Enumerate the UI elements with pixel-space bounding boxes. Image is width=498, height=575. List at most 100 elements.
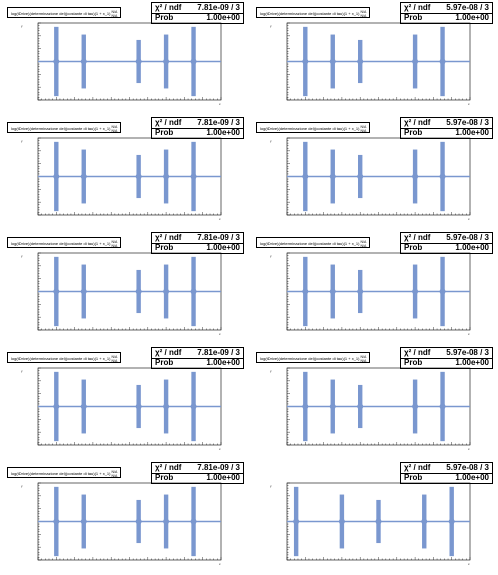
prob-row: Prob 1.00e+00 <box>404 473 489 483</box>
fraction-numerator: N/A <box>360 124 367 129</box>
stats-divider <box>401 13 492 14</box>
fit-stats-box: χ² / ndf 5.97e-08 / 3 Prob 1.00e+00 <box>400 347 493 369</box>
chi2-label: χ² / ndf <box>155 3 182 12</box>
plot-title: log(tDrive)(determinazione dei)(costante… <box>7 7 122 18</box>
stats-divider <box>152 358 243 359</box>
x-axis-label: x <box>219 332 221 336</box>
data-point <box>293 518 300 525</box>
prob-value: 1.00e+00 <box>455 13 489 22</box>
data-point <box>302 403 309 410</box>
plot-title: log(tDrive)(determinazione dei)(costante… <box>256 237 371 248</box>
chi2-label: χ² / ndf <box>155 118 182 127</box>
prob-label: Prob <box>404 128 423 137</box>
y-axis-label: y <box>270 24 272 28</box>
data-point <box>357 403 364 410</box>
fit-panel: log(tDrive)(determinazione dei)(costante… <box>3 2 248 115</box>
data-point <box>163 58 170 65</box>
stats-divider <box>401 358 492 359</box>
prob-value: 1.00e+00 <box>206 128 240 137</box>
plot-title-text: log(tDrive)(determinazione dei)(costante… <box>260 356 360 361</box>
fit-panel: log(tDrive)(determinazione dei)(costante… <box>3 117 248 230</box>
stats-divider <box>401 128 492 129</box>
data-point <box>163 173 170 180</box>
fraction-numerator: N/A <box>111 239 118 244</box>
plot-title-fraction: N/A N/A <box>112 355 118 363</box>
plot-title-fraction: N/A N/A <box>361 125 367 133</box>
plot-title-text: log(tDrive)(determinazione dei)(costante… <box>11 356 111 361</box>
chi2-value: 5.97e-08 / 3 <box>446 233 489 242</box>
plot-area: yx <box>270 482 471 566</box>
chi2-label: χ² / ndf <box>404 348 431 357</box>
plot-title-fraction: N/A N/A <box>361 10 367 18</box>
chi2-value: 5.97e-08 / 3 <box>446 118 489 127</box>
x-axis-label: x <box>219 447 221 451</box>
chi2-row: χ² / ndf 7.81e-09 / 3 <box>155 3 240 13</box>
x-axis-label: x <box>219 217 221 221</box>
x-axis-label: x <box>468 447 470 451</box>
chi2-value: 5.97e-08 / 3 <box>446 3 489 12</box>
fit-panel: log(tDrive)(determinazione dei)(costante… <box>3 347 248 460</box>
plot-title-text: log(tDrive)(determinazione dei)(costante… <box>260 126 360 131</box>
fit-stats-box: χ² / ndf 7.81e-09 / 3 Prob 1.00e+00 <box>151 232 244 254</box>
data-point <box>329 58 336 65</box>
data-point <box>80 518 87 525</box>
data-point <box>329 173 336 180</box>
plot-title: log(tDrive)(determinazione dei)(costante… <box>7 467 122 478</box>
data-point <box>135 518 142 525</box>
x-axis-label: x <box>468 102 470 106</box>
fraction-denominator: N/A <box>360 13 367 18</box>
prob-value: 1.00e+00 <box>455 128 489 137</box>
prob-row: Prob 1.00e+00 <box>404 243 489 253</box>
data-point <box>190 173 197 180</box>
plot-title: log(tDrive)(determinazione dei)(costante… <box>7 352 122 363</box>
chi2-row: χ² / ndf 7.81e-09 / 3 <box>155 233 240 243</box>
prob-label: Prob <box>155 473 174 482</box>
data-point <box>329 288 336 295</box>
prob-value: 1.00e+00 <box>455 473 489 482</box>
stats-divider <box>152 128 243 129</box>
fraction-denominator: N/A <box>111 128 118 133</box>
data-point <box>135 403 142 410</box>
data-point <box>80 403 87 410</box>
data-point <box>302 58 309 65</box>
data-point <box>53 173 60 180</box>
stats-divider <box>401 473 492 474</box>
prob-label: Prob <box>404 13 423 22</box>
prob-value: 1.00e+00 <box>206 358 240 367</box>
plot-area: yx <box>270 252 471 336</box>
prob-value: 1.00e+00 <box>455 243 489 252</box>
data-point <box>421 518 428 525</box>
data-point <box>53 518 60 525</box>
data-point <box>163 288 170 295</box>
plot-title: log(tDrive)(determinazione dei)(costante… <box>7 122 122 133</box>
chi2-label: χ² / ndf <box>155 348 182 357</box>
plot-title-fraction: N/A N/A <box>112 470 118 478</box>
data-point <box>412 288 419 295</box>
data-point <box>163 518 170 525</box>
fraction-numerator: N/A <box>111 9 118 14</box>
chi2-row: χ² / ndf 7.81e-09 / 3 <box>155 463 240 473</box>
data-point <box>190 518 197 525</box>
fit-panel: log(tDrive)(determinazione dei)(costante… <box>252 2 497 115</box>
y-axis-label: y <box>270 484 272 488</box>
chi2-label: χ² / ndf <box>404 233 431 242</box>
plot-area: yx <box>270 367 471 451</box>
chi2-row: χ² / ndf 5.97e-08 / 3 <box>404 463 489 473</box>
y-axis-label: y <box>21 369 23 373</box>
chi2-label: χ² / ndf <box>404 3 431 12</box>
plot-title-text: log(tDrive)(determinazione dei)(costante… <box>260 11 360 16</box>
chi2-value: 5.97e-08 / 3 <box>446 463 489 472</box>
data-point <box>439 403 446 410</box>
x-axis-label: x <box>219 102 221 106</box>
data-point <box>190 288 197 295</box>
prob-label: Prob <box>404 358 423 367</box>
y-axis-label: y <box>21 484 23 488</box>
chi2-row: χ² / ndf 5.97e-08 / 3 <box>404 3 489 13</box>
y-axis-label: y <box>270 369 272 373</box>
prob-value: 1.00e+00 <box>206 243 240 252</box>
prob-label: Prob <box>404 243 423 252</box>
prob-label: Prob <box>155 243 174 252</box>
plot-title: log(tDrive)(determinazione dei)(costante… <box>256 7 371 18</box>
data-point <box>135 288 142 295</box>
